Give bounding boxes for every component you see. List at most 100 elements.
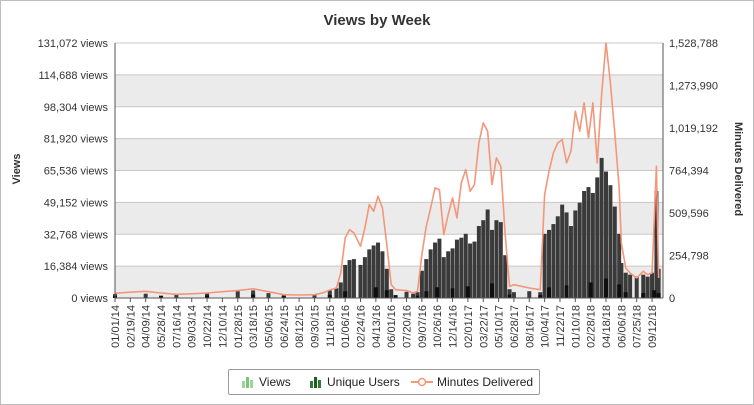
- views-bar[interactable]: [612, 206, 617, 298]
- views-bar[interactable]: [654, 190, 659, 298]
- unique-users-bar[interactable]: [617, 284, 622, 298]
- unique-users-bar[interactable]: [465, 286, 470, 298]
- unique-users-bar[interactable]: [373, 287, 378, 298]
- views-bar[interactable]: [235, 291, 240, 298]
- unique-users-bar[interactable]: [251, 294, 256, 298]
- views-bar[interactable]: [619, 262, 624, 298]
- views-bar[interactable]: [490, 229, 495, 298]
- unique-users-bar[interactable]: [393, 295, 398, 298]
- views-bar[interactable]: [463, 233, 468, 298]
- views-bar[interactable]: [384, 268, 389, 298]
- views-bar[interactable]: [411, 293, 416, 298]
- views-bar[interactable]: [380, 251, 385, 298]
- views-bar[interactable]: [503, 255, 508, 298]
- views-bar[interactable]: [542, 233, 547, 298]
- views-bar[interactable]: [446, 251, 451, 298]
- unique-users-bar[interactable]: [652, 290, 657, 298]
- views-bar[interactable]: [641, 274, 646, 298]
- views-bar[interactable]: [174, 294, 179, 298]
- views-bar[interactable]: [327, 290, 332, 298]
- views-bar[interactable]: [251, 290, 256, 298]
- views-bar[interactable]: [389, 289, 394, 298]
- views-bar[interactable]: [623, 272, 628, 298]
- views-bar[interactable]: [650, 272, 655, 298]
- views-bar[interactable]: [404, 291, 409, 298]
- unique-users-bar[interactable]: [507, 294, 512, 298]
- views-bar[interactable]: [568, 226, 573, 298]
- unique-users-bar[interactable]: [641, 293, 646, 298]
- views-bar[interactable]: [334, 288, 339, 298]
- views-bar[interactable]: [343, 264, 348, 298]
- views-bar[interactable]: [485, 209, 490, 298]
- views-bar[interactable]: [450, 248, 455, 298]
- unique-users-bar[interactable]: [623, 292, 628, 298]
- views-bar[interactable]: [476, 226, 481, 298]
- views-bar[interactable]: [347, 260, 352, 298]
- views-bar[interactable]: [481, 220, 486, 298]
- views-bar[interactable]: [560, 204, 565, 298]
- views-bar[interactable]: [527, 291, 532, 298]
- views-bar[interactable]: [555, 216, 560, 298]
- unique-users-bar[interactable]: [538, 295, 543, 298]
- views-bar[interactable]: [494, 220, 499, 298]
- unique-users-bar[interactable]: [415, 295, 420, 298]
- unique-users-bar[interactable]: [159, 295, 164, 298]
- views-bar[interactable]: [472, 241, 477, 298]
- views-bar[interactable]: [312, 294, 317, 298]
- unique-users-bar[interactable]: [281, 296, 286, 298]
- unique-users-bar[interactable]: [490, 283, 495, 298]
- views-bar[interactable]: [415, 292, 420, 298]
- unique-users-bar[interactable]: [327, 294, 332, 298]
- views-bar[interactable]: [604, 171, 609, 298]
- views-bar[interactable]: [358, 264, 363, 298]
- views-bar[interactable]: [577, 202, 582, 298]
- unique-users-bar[interactable]: [205, 295, 210, 298]
- views-bar[interactable]: [498, 222, 503, 298]
- unique-users-bar[interactable]: [604, 278, 609, 298]
- views-bar[interactable]: [599, 157, 604, 298]
- views-bar[interactable]: [338, 282, 343, 298]
- views-bar[interactable]: [590, 192, 595, 298]
- views-bar[interactable]: [459, 237, 464, 298]
- views-bar[interactable]: [362, 257, 367, 298]
- views-bar[interactable]: [351, 259, 356, 298]
- views-bar[interactable]: [441, 257, 446, 298]
- unique-users-bar[interactable]: [450, 288, 455, 298]
- views-bar[interactable]: [507, 289, 512, 298]
- views-bar[interactable]: [468, 243, 473, 298]
- views-bar[interactable]: [547, 229, 552, 298]
- views-bar[interactable]: [143, 293, 148, 298]
- views-bar[interactable]: [511, 292, 516, 298]
- views-bar[interactable]: [428, 249, 433, 298]
- views-bar[interactable]: [656, 268, 661, 298]
- views-bar[interactable]: [608, 185, 613, 298]
- unique-users-bar[interactable]: [424, 291, 429, 298]
- views-bar[interactable]: [645, 276, 650, 298]
- views-bar[interactable]: [433, 242, 438, 298]
- views-bar[interactable]: [586, 187, 591, 298]
- views-bar[interactable]: [266, 293, 271, 298]
- unique-users-bar[interactable]: [588, 282, 593, 298]
- views-bar[interactable]: [564, 212, 569, 298]
- views-bar[interactable]: [628, 274, 633, 298]
- unique-users-bar[interactable]: [656, 293, 661, 298]
- minutes-delivered-line[interactable]: [114, 42, 660, 296]
- views-bar[interactable]: [424, 259, 429, 298]
- unique-users-bar[interactable]: [384, 290, 389, 298]
- views-bar[interactable]: [573, 210, 578, 298]
- unique-users-bar[interactable]: [343, 291, 348, 298]
- views-bar[interactable]: [367, 249, 372, 298]
- views-bar[interactable]: [376, 242, 381, 298]
- unique-users-bar[interactable]: [547, 287, 552, 298]
- views-bar[interactable]: [551, 224, 556, 298]
- unique-users-bar[interactable]: [564, 285, 569, 298]
- views-bar[interactable]: [617, 233, 622, 298]
- views-bar[interactable]: [437, 238, 442, 298]
- unique-users-bar[interactable]: [435, 287, 440, 298]
- views-bar[interactable]: [454, 239, 459, 298]
- views-bar[interactable]: [419, 270, 424, 298]
- views-bar[interactable]: [582, 190, 587, 298]
- views-bar[interactable]: [371, 245, 376, 298]
- views-bar[interactable]: [634, 276, 639, 298]
- views-bar[interactable]: [595, 177, 600, 298]
